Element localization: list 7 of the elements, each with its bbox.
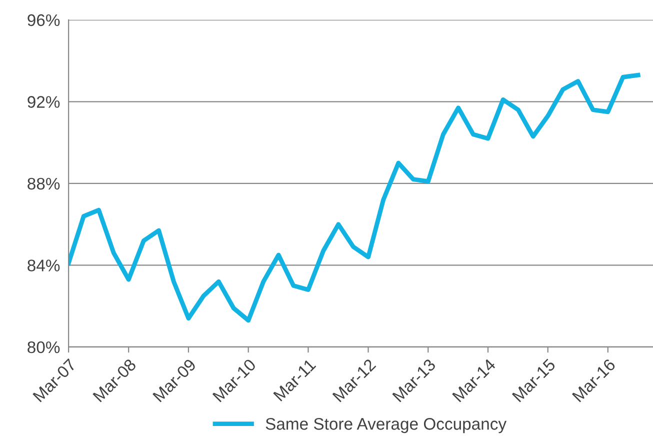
y-tick-label: 84% [28,260,60,272]
line-series [68,72,640,323]
y-tick-label: 80% [28,341,60,354]
legend-label: Same Store Average Occupancy [266,418,507,434]
y-tick-label: 88% [28,178,60,190]
y-tick-label: 96% [28,14,60,26]
y-tick-label: 92% [28,96,60,108]
